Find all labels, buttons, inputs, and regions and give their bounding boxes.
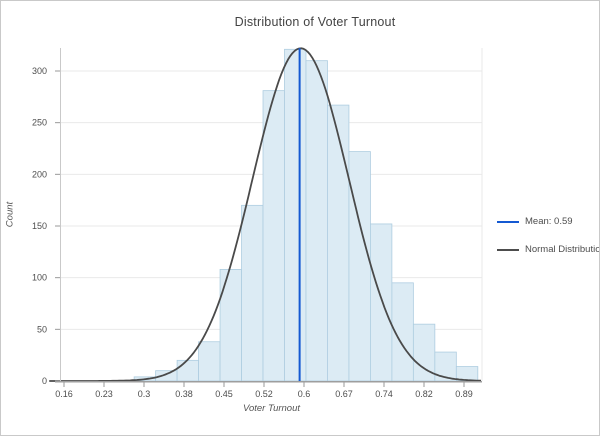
histogram-bar[interactable] <box>198 341 221 382</box>
x-tick-label: 0.45 <box>215 389 233 399</box>
y-tick-label: 50 <box>37 324 47 334</box>
y-tick-label: 250 <box>32 118 47 128</box>
x-tick-label: 0.89 <box>455 389 473 399</box>
normal-curve <box>49 47 482 382</box>
x-axis-title: Voter Turnout <box>242 403 301 414</box>
y-tick-label: 100 <box>32 273 47 283</box>
legend-item-mean: Mean: 0.59 <box>497 216 599 227</box>
x-tick-label: 0.23 <box>95 389 113 399</box>
x-tick-label: 0.3 <box>138 389 151 399</box>
chart-title: Distribution of Voter Turnout <box>234 15 396 29</box>
histogram-bar[interactable] <box>219 268 242 382</box>
y-axis-title: Count <box>4 201 16 228</box>
y-tick-label: 150 <box>32 221 47 231</box>
chart-legend: Mean: 0.59 Normal Distribution <box>497 216 600 255</box>
x-tick-label: 0.74 <box>375 389 393 399</box>
legend-label-normal: Normal Distribution <box>525 244 600 255</box>
x-tick-label: 0.16 <box>55 389 73 399</box>
x-tick-label: 0.67 <box>335 389 353 399</box>
histogram-bar[interactable] <box>305 60 328 382</box>
y-tick-label: 0 <box>42 376 47 386</box>
histogram-bar[interactable] <box>284 48 307 382</box>
x-tick-label: 0.82 <box>415 389 433 399</box>
legend-item-normal: Normal Distribution <box>497 244 600 255</box>
x-tick-label: 0.38 <box>175 389 193 399</box>
y-tick-label: 300 <box>32 66 47 76</box>
x-tick-label: 0.52 <box>255 389 273 399</box>
histogram-bar[interactable] <box>348 151 371 382</box>
mean-line-swatch-icon <box>497 220 519 223</box>
histogram-bar[interactable] <box>241 204 264 382</box>
histogram-bar[interactable] <box>327 104 350 382</box>
y-tick-label: 200 <box>32 169 47 179</box>
normal-curve-swatch-icon <box>497 248 519 251</box>
histogram-bar[interactable] <box>176 359 199 382</box>
x-tick-label: 0.6 <box>298 389 311 399</box>
histogram-bar[interactable] <box>370 223 393 382</box>
legend-label-mean: Mean: 0.59 <box>525 216 573 227</box>
histogram-bar[interactable] <box>262 90 285 382</box>
